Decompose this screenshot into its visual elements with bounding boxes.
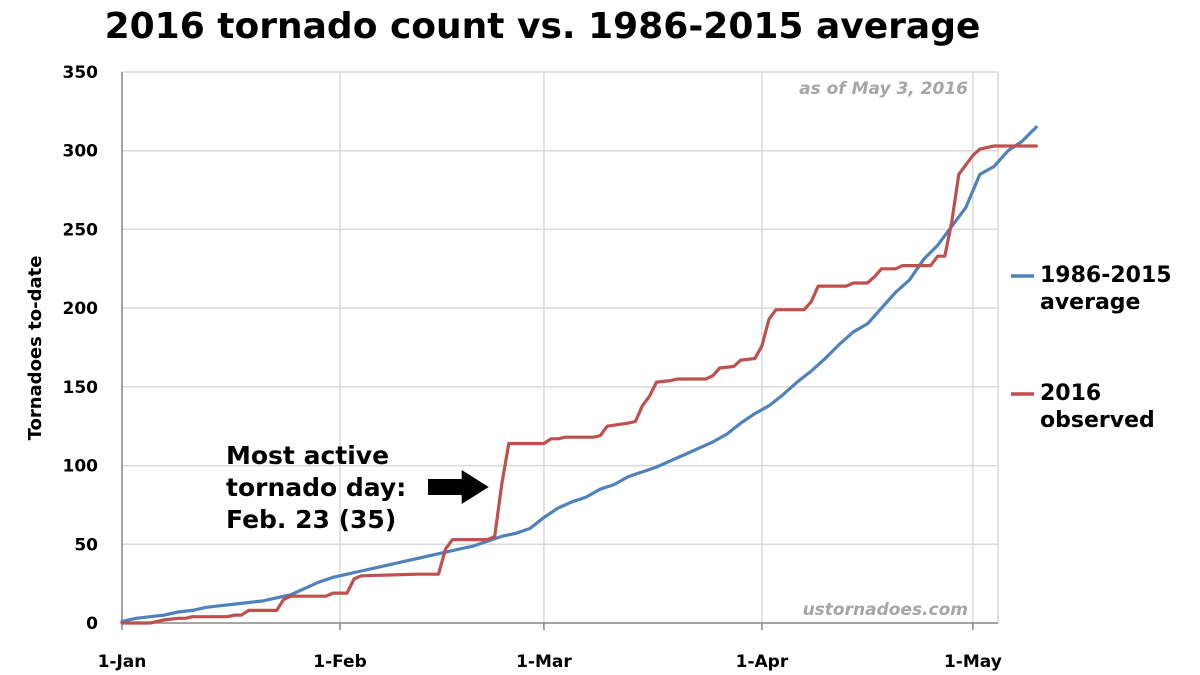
callout-text: tornado day: xyxy=(226,473,406,502)
callout: Most active tornado day: Feb. 23 (35) xyxy=(226,441,489,534)
y-tick-label: 200 xyxy=(63,299,99,319)
series xyxy=(120,125,1038,625)
y-tick-label: 50 xyxy=(74,535,98,555)
y-tick-label: 100 xyxy=(63,457,99,477)
callout-text: Most active xyxy=(226,441,389,470)
y-tick-label: 150 xyxy=(63,378,99,398)
y-tick-label: 250 xyxy=(63,220,99,240)
as-of-note: as of May 3, 2016 xyxy=(799,79,968,99)
y-axis-label: Tornadoes to-date xyxy=(25,256,46,441)
axes: 0 50 100 150 200 250 300 350 1-Jan 1-Feb 1-Mar 1-Ap… xyxy=(63,63,1002,672)
legend-label: 1986-2015 xyxy=(1040,263,1172,288)
y-tick-label: 300 xyxy=(63,142,99,162)
callout-arrow xyxy=(428,470,489,504)
series-line-average xyxy=(120,125,1038,623)
series-line-observed xyxy=(120,144,1038,625)
chart-title: 2016 tornado count vs. 1986-2015 average xyxy=(104,6,981,47)
legend-label: observed xyxy=(1040,408,1155,433)
x-tick-label: 1-Jan xyxy=(98,652,147,672)
y-tick-label: 350 xyxy=(63,63,99,83)
y-tick-label: 0 xyxy=(86,614,98,634)
callout-text: Feb. 23 (35) xyxy=(226,505,396,534)
x-tick-label: 1-Mar xyxy=(516,652,572,672)
x-tick-label: 1-Apr xyxy=(736,652,789,672)
grid xyxy=(122,71,999,623)
legend-label: average xyxy=(1040,290,1140,315)
x-tick-label: 1-Feb xyxy=(313,652,367,672)
x-tick-label: 1-May xyxy=(944,652,1002,672)
legend-label: 2016 xyxy=(1040,381,1101,406)
source-watermark: ustornadoes.com xyxy=(803,600,968,620)
